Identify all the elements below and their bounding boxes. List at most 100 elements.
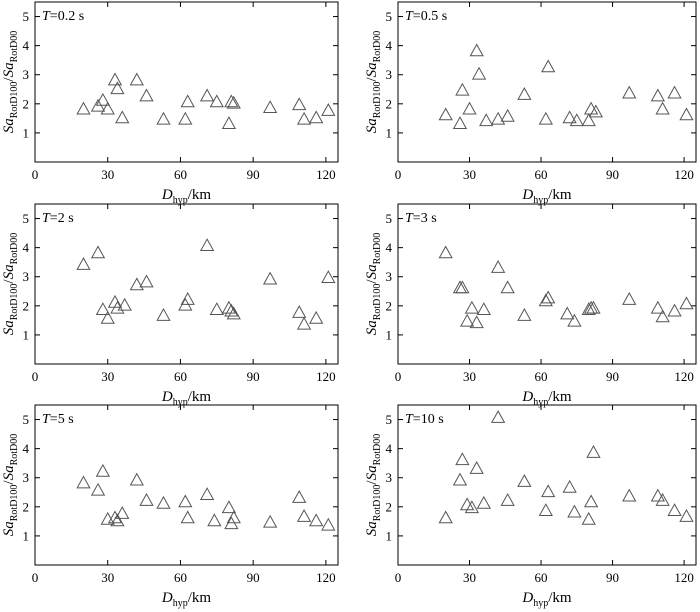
- y-tick-label: 1: [386, 125, 393, 140]
- y-axis-label: SaRotD100/SaRotD00: [1, 233, 20, 336]
- data-point-triangle: [76, 101, 91, 115]
- x-tick-label: 90: [247, 167, 260, 182]
- x-tick-label: 90: [247, 369, 260, 384]
- data-point-triangle: [226, 95, 241, 109]
- data-point-triangle: [95, 92, 111, 106]
- data-point-triangle: [667, 85, 682, 99]
- y-tick-label: 4: [23, 441, 30, 456]
- data-point-triangle: [650, 300, 666, 314]
- data-point-triangle: [667, 303, 682, 317]
- data-point-triangle: [490, 410, 506, 423]
- data-point-triangle: [321, 270, 336, 284]
- data-point-triangle: [490, 259, 506, 273]
- data-point-triangle: [199, 487, 215, 501]
- data-point-triangle: [180, 94, 195, 108]
- data-point-triangle: [500, 280, 515, 294]
- y-tick-label: 3: [23, 470, 30, 485]
- y-tick-label: 1: [386, 327, 393, 342]
- data-point-triangle: [581, 113, 596, 127]
- data-point-triangle: [586, 300, 601, 314]
- data-point-triangle: [95, 302, 111, 316]
- data-point-triangle: [224, 303, 239, 317]
- data-point-triangle: [459, 313, 475, 327]
- y-tick-label: 2: [23, 499, 30, 514]
- data-point-triangle: [139, 274, 154, 288]
- x-tick-label: 60: [174, 167, 187, 182]
- data-point-triangle: [129, 277, 144, 291]
- data-point-triangle: [500, 492, 515, 506]
- y-tick-label: 5: [386, 9, 393, 24]
- data-point-triangle: [209, 302, 224, 316]
- data-point-triangle: [296, 508, 312, 522]
- x-axis-label: Dhyp/km: [161, 590, 212, 609]
- y-tick-label: 4: [386, 38, 393, 53]
- data-point-triangle: [679, 508, 694, 522]
- data-point-triangle: [667, 503, 682, 517]
- data-point-triangle: [180, 510, 195, 524]
- data-point-triangle: [110, 513, 125, 527]
- x-tick-label: 120: [316, 369, 336, 384]
- data-point-triangle: [156, 307, 171, 321]
- data-point-triangle: [583, 494, 599, 508]
- data-point-triangle: [110, 81, 125, 95]
- data-point-triangle: [655, 309, 670, 323]
- data-point-triangle: [292, 97, 307, 111]
- data-point-triangle: [622, 291, 637, 305]
- y-axis-label: SaRotD100/SaRotD00: [364, 31, 383, 134]
- x-tick-label: 30: [463, 369, 476, 384]
- x-tick-label: 120: [316, 167, 336, 182]
- data-point-triangle: [226, 306, 241, 320]
- y-tick-label: 4: [23, 240, 30, 255]
- data-point-triangle: [309, 513, 324, 527]
- panel-1: 0 30 60 90 120 1 2 3 4 5 T=0.2 s Dhyp/km SaRotD100/S…: [1, 1, 339, 206]
- data-point-triangle: [180, 291, 195, 305]
- x-tick-label: 120: [316, 570, 336, 585]
- x-tick-label: 0: [32, 369, 39, 384]
- panel-label: T=0.2 s: [42, 9, 84, 24]
- data-point-triangle: [452, 116, 468, 130]
- data-point-triangle: [476, 302, 491, 316]
- data-point-triangle: [650, 488, 666, 502]
- data-point-triangle: [541, 290, 556, 304]
- data-point-triangle: [455, 452, 470, 466]
- panel-label: T=5 s: [42, 412, 74, 427]
- panel-label: T=2 s: [42, 211, 74, 226]
- y-tick-label: 5: [386, 412, 393, 427]
- x-tick-label: 60: [174, 369, 187, 384]
- y-tick-label: 2: [386, 96, 393, 111]
- plot-frame: [34, 1, 339, 163]
- plot-frame: [397, 1, 697, 163]
- data-point-triangle: [462, 101, 477, 115]
- data-point-triangle: [622, 488, 637, 502]
- data-point-triangle: [95, 463, 111, 477]
- data-point-triangle: [679, 296, 694, 310]
- panel-2: 0 30 60 90 120 1 2 3 4 5 T=0.5 s Dhyp/km SaRotD100/S…: [364, 1, 697, 206]
- x-tick-label: 0: [395, 570, 402, 585]
- data-point-triangle: [296, 111, 312, 125]
- y-tick-label: 4: [23, 38, 30, 53]
- data-point-triangle: [100, 101, 115, 115]
- data-point-triangle: [292, 490, 307, 503]
- x-tick-label: 60: [174, 570, 187, 585]
- data-point-triangle: [224, 94, 239, 108]
- panel-label: T=3 s: [405, 211, 437, 226]
- data-point-triangle: [321, 517, 336, 531]
- data-point-triangle: [455, 280, 470, 294]
- data-point-triangle: [221, 300, 237, 314]
- data-point-triangle: [107, 72, 123, 86]
- data-point-triangle: [110, 300, 125, 314]
- y-tick-label: 2: [23, 298, 30, 313]
- data-point-triangle: [569, 113, 584, 127]
- y-tick-label: 1: [23, 528, 30, 543]
- data-point-triangle: [500, 108, 515, 122]
- data-point-triangle: [517, 87, 532, 100]
- data-point-triangle: [207, 513, 222, 527]
- y-tick-label: 2: [386, 499, 393, 514]
- y-tick-label: 3: [386, 470, 393, 485]
- y-tick-label: 4: [386, 240, 393, 255]
- data-point-triangle: [452, 472, 468, 486]
- data-point-triangle: [139, 492, 154, 506]
- y-tick-label: 1: [23, 125, 30, 140]
- x-tick-label: 120: [674, 167, 694, 182]
- data-point-triangle: [115, 506, 130, 519]
